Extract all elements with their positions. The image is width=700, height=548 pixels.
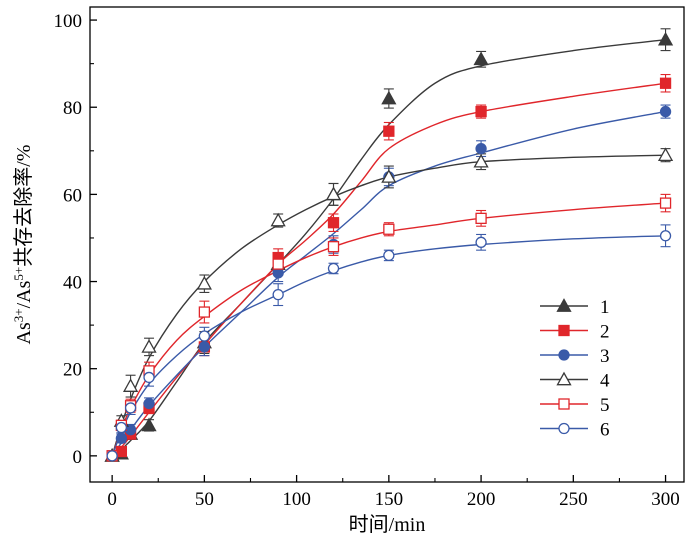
data-point-series-5 <box>659 197 672 209</box>
legend-marker <box>558 398 570 410</box>
y-axis-title-part: /As <box>13 280 35 308</box>
data-point-series-6 <box>143 371 155 384</box>
data-point-series-1 <box>657 31 674 46</box>
legend-label: 6 <box>600 420 610 441</box>
data-point-series-3 <box>115 432 128 445</box>
fit-curves-layer <box>111 38 666 457</box>
y-tick-label: 20 <box>63 360 82 381</box>
x-tick-label: 150 <box>375 489 404 510</box>
legend-item: 6 <box>540 420 610 441</box>
data-point-series-1 <box>141 417 157 432</box>
legend-item: 4 <box>540 371 610 392</box>
data-point-series-6 <box>327 262 340 275</box>
x-tick-label: 250 <box>559 489 588 510</box>
data-point-series-6 <box>115 421 128 434</box>
y-axis-title-part: As <box>13 322 35 344</box>
data-point-series-5 <box>198 306 211 318</box>
data-point-series-1 <box>381 90 397 105</box>
data-point-series-4 <box>141 339 157 353</box>
data-point-series-3 <box>475 142 487 155</box>
x-axis-title: 时间/min <box>349 513 426 536</box>
legend-item: 1 <box>540 297 610 318</box>
fit-curve-series-5 <box>111 202 666 457</box>
data-point-series-3 <box>659 105 672 118</box>
data-point-series-2 <box>383 125 395 137</box>
data-point-series-6 <box>475 236 487 248</box>
legend-label: 3 <box>600 346 610 367</box>
y-axis-title-part: 共存去除率/% <box>12 145 35 267</box>
fit-curve-series-4 <box>111 154 666 457</box>
legend-marker <box>556 371 572 386</box>
data-point-series-5 <box>272 258 284 270</box>
axes-layer: 0 50 100 150 200 250 300 0 20 40 60 80 100 <box>54 11 680 510</box>
data-point-series-1 <box>473 51 489 66</box>
y-tick-label: 80 <box>63 98 82 119</box>
legend-marker <box>558 422 570 435</box>
data-point-series-4 <box>657 147 674 162</box>
legend-label: 2 <box>600 322 610 343</box>
legend-item: 3 <box>540 346 610 367</box>
data-point-series-4 <box>122 378 139 392</box>
data-point-series-4 <box>473 153 489 168</box>
data-point-series-4 <box>325 186 342 201</box>
data-point-series-2 <box>327 217 340 229</box>
data-point-series-3 <box>143 397 155 410</box>
data-point-series-2 <box>115 445 128 458</box>
data-point-series-6 <box>272 288 284 301</box>
x-tick-label: 200 <box>467 489 496 510</box>
data-point-series-5 <box>475 212 487 225</box>
fit-curve-series-6 <box>111 235 666 457</box>
data-point-series-2 <box>659 77 672 89</box>
legend-marker <box>558 324 570 337</box>
data-point-series-6 <box>124 402 137 414</box>
x-tick-label: 300 <box>651 489 680 510</box>
data-point-series-5 <box>327 241 340 253</box>
plot-frame <box>89 6 685 483</box>
legend-item: 2 <box>540 322 610 343</box>
data-point-series-4 <box>270 212 286 227</box>
data-point-series-5 <box>383 223 395 235</box>
y-axis-title-superscript: 5+ <box>11 267 26 281</box>
y-tick-label: 100 <box>54 11 83 32</box>
data-point-series-4 <box>196 275 212 290</box>
legend-label: 5 <box>600 395 610 416</box>
legend: 1 2 3 4 5 6 <box>540 297 610 441</box>
data-point-series-6 <box>383 249 395 262</box>
data-point-series-2 <box>475 105 487 118</box>
x-tick-label: 100 <box>282 489 311 510</box>
y-tick-label: 0 <box>73 447 83 468</box>
y-tick-label: 40 <box>63 273 82 294</box>
data-point-series-4 <box>381 169 397 183</box>
data-point-series-3 <box>198 341 211 353</box>
fit-curve-series-1 <box>111 38 666 457</box>
legend-label: 4 <box>600 371 610 392</box>
data-point-series-6 <box>106 450 118 462</box>
legend-item: 5 <box>540 395 610 416</box>
y-tick-label: 60 <box>63 185 82 206</box>
y-axis-title-superscript: 3+ <box>11 308 26 322</box>
legend-marker <box>558 349 570 361</box>
x-tick-label: 0 <box>107 489 117 510</box>
y-axis-title: As3+/As5+共存去除率/% <box>11 145 36 345</box>
data-points-layer <box>104 31 674 462</box>
legend-label: 1 <box>600 297 610 318</box>
data-point-series-6 <box>659 230 672 242</box>
legend-marker <box>556 298 572 312</box>
data-point-series-6 <box>198 330 211 342</box>
x-tick-label: 50 <box>195 489 214 510</box>
